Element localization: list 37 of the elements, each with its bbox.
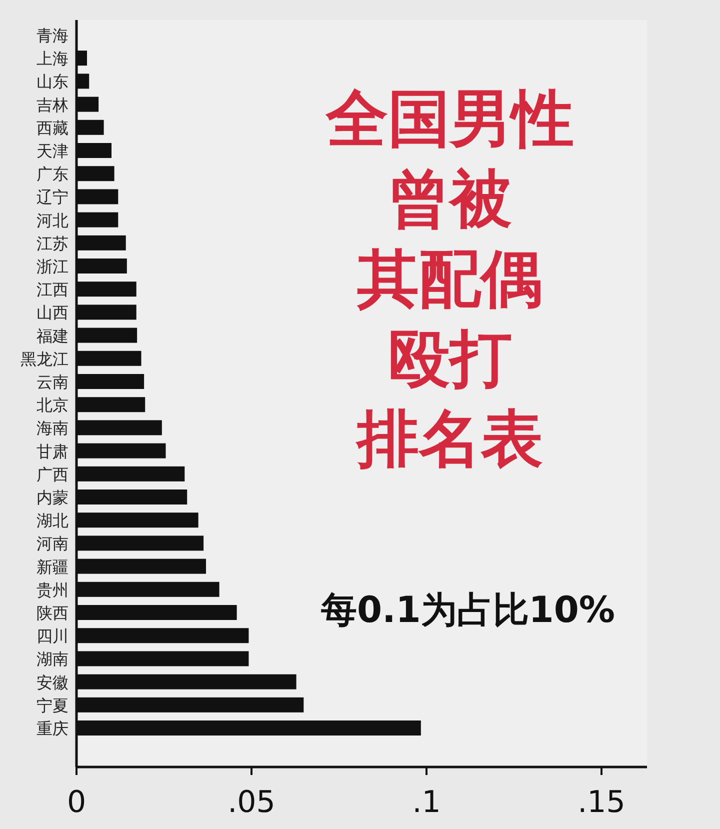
text: 全国男性曾被其配偶殴打排名表 bbox=[325, 82, 574, 475]
x-tick-label: .1 bbox=[412, 785, 441, 820]
y-tick-label: 福建 bbox=[36, 326, 68, 346]
y-tick-label: 广东 bbox=[36, 164, 68, 184]
y-tick-label: 湖南 bbox=[36, 650, 68, 669]
y-tick-label: 山西 bbox=[36, 303, 68, 322]
x-tick-label: 0 bbox=[66, 785, 86, 820]
y-tick-label: 河北 bbox=[36, 210, 68, 230]
y-tick-label: 山东 bbox=[36, 72, 68, 92]
y-tick-label: 天津 bbox=[36, 142, 68, 160]
y-tick-label: 上海 bbox=[36, 49, 68, 68]
y-tick-label: 江西 bbox=[36, 280, 68, 300]
x-tick-label: .05 bbox=[228, 785, 276, 820]
y-tick-label: 云南 bbox=[36, 372, 68, 392]
y-tick-label: 河南 bbox=[36, 534, 68, 554]
y-tick-label: 甘肃 bbox=[36, 442, 68, 461]
y-tick-label: 西藏 bbox=[36, 118, 68, 138]
x-tick-label: .15 bbox=[578, 785, 626, 820]
y-tick-label: 重庆 bbox=[36, 719, 68, 738]
y-tick-label: 浙江 bbox=[36, 257, 68, 276]
y-tick-label: 吉林 bbox=[36, 95, 68, 114]
y-tick-label: 北京 bbox=[36, 396, 68, 415]
y-tick-label: 黑龙江 bbox=[20, 349, 68, 368]
y-tick-label: 宁夏 bbox=[36, 696, 68, 715]
y-tick-label: 湖北 bbox=[36, 511, 68, 530]
y-tick-label: 广西 bbox=[36, 464, 68, 484]
y-tick-label: 陕西 bbox=[36, 604, 68, 622]
y-tick-label: 内蒙 bbox=[36, 488, 68, 507]
y-tick-label: 江苏 bbox=[36, 234, 68, 253]
y-tick-label: 青海 bbox=[36, 26, 68, 45]
y-tick-label: 海南 bbox=[36, 418, 68, 438]
y-tick-label: 贵州 bbox=[36, 580, 68, 600]
y-tick-label: 新疆 bbox=[36, 557, 68, 576]
y-tick-label: 辽宁 bbox=[36, 188, 68, 207]
y-tick-label: 四川 bbox=[36, 626, 68, 646]
text: 每0.1为占比10% bbox=[320, 590, 615, 631]
y-tick-label: 安徽 bbox=[36, 672, 68, 692]
